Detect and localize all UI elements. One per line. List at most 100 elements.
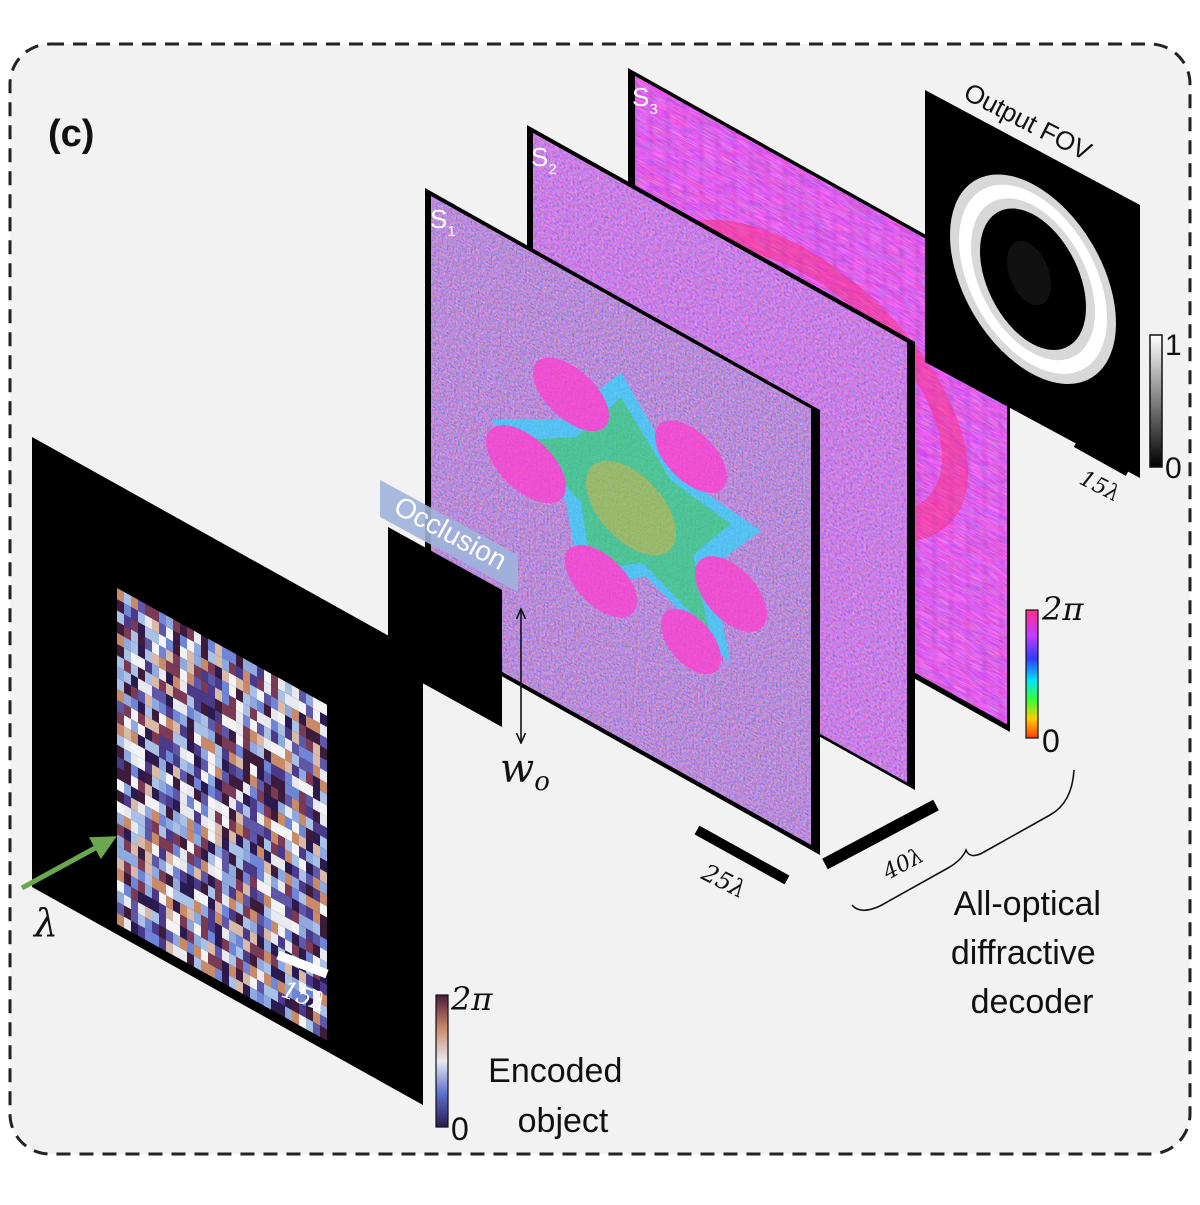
- mosaic-tile: [194, 664, 201, 680]
- mosaic-tile: [117, 778, 124, 794]
- mosaic-tile: [257, 677, 264, 693]
- mosaic-tile: [166, 738, 173, 754]
- mosaic-tile: [159, 611, 166, 627]
- mosaic-tile: [271, 852, 278, 868]
- mosaic-tile: [243, 669, 250, 685]
- mosaic-tile: [138, 913, 145, 929]
- mosaic-tile: [117, 610, 124, 626]
- mosaic-tile: [131, 662, 138, 679]
- mosaic-tile: [306, 793, 313, 809]
- mosaic-tile: [201, 701, 208, 717]
- mosaic-tile: [320, 924, 327, 940]
- mosaic-tile: [264, 860, 271, 876]
- mosaic-tile: [152, 797, 159, 813]
- mosaic-tile: [166, 716, 173, 732]
- mosaic-tile: [159, 734, 166, 750]
- mosaic-tile: [145, 917, 152, 933]
- mosaic-tile: [131, 752, 138, 768]
- mosaic-tile: [243, 736, 250, 752]
- mosaic-tile: [208, 884, 215, 901]
- mosaic-tile: [145, 637, 152, 653]
- mosaic-tile: [278, 722, 285, 738]
- mosaic-tile: [320, 1003, 327, 1019]
- mosaic-tile: [166, 693, 173, 709]
- mosaic-tile: [208, 750, 215, 766]
- mosaic-tile: [292, 808, 299, 824]
- mosaic-tile: [313, 719, 320, 735]
- mosaic-tile: [117, 744, 124, 760]
- mosaic-tile: [194, 742, 201, 758]
- mosaic-tile: [264, 759, 271, 775]
- mosaic-tile: [236, 922, 243, 939]
- mosaic-tile: [292, 987, 299, 1003]
- mosaic-tile: [236, 878, 243, 894]
- mosaic-tile: [278, 789, 285, 805]
- mosaic-tile: [138, 790, 145, 806]
- mosaic-tile: [173, 843, 180, 859]
- mosaic-tile: [243, 803, 250, 819]
- mosaic-tile: [229, 874, 236, 890]
- mosaic-tile: [299, 901, 306, 918]
- mosaic-tile: [250, 673, 257, 689]
- mosaic-tile: [299, 745, 306, 761]
- mosaic-tile: [117, 856, 124, 872]
- mosaic-tile: [152, 629, 159, 645]
- mosaic-tile: [117, 644, 124, 660]
- mosaic-tile: [243, 714, 250, 730]
- mosaic-tile: [173, 831, 180, 848]
- mosaic-tile: [131, 629, 138, 645]
- mosaic-tile: [250, 684, 257, 700]
- mosaic-tile: [306, 917, 313, 933]
- mosaic-tile: [306, 861, 313, 877]
- mosaic-tile: [250, 829, 257, 846]
- mosaic-tile: [117, 879, 124, 895]
- mosaic-tile: [131, 730, 138, 746]
- mosaic-tile: [285, 681, 292, 697]
- mosaic-tile: [194, 754, 201, 770]
- mosaic-tile: [208, 806, 215, 822]
- mosaic-tile: [264, 893, 271, 909]
- mosaic-tile: [264, 826, 271, 842]
- mosaic-tile: [187, 750, 194, 766]
- mosaic-tile: [138, 655, 145, 671]
- mosaic-tile: [138, 778, 145, 794]
- mosaic-tile: [222, 747, 229, 763]
- mosaic-tile: [222, 758, 229, 774]
- mosaic-tile: [299, 857, 306, 873]
- mosaic-tile: [166, 749, 173, 765]
- mosaic-tile: [278, 688, 285, 704]
- mosaic-tile: [194, 899, 201, 915]
- mosaic-tile: [117, 688, 124, 704]
- mosaic-tile: [159, 723, 166, 739]
- mosaic-tile: [117, 823, 124, 839]
- mosaic-tile: [250, 964, 257, 980]
- mosaic-tile: [201, 679, 208, 695]
- mosaic-tile: [131, 797, 138, 813]
- mosaic-tile: [187, 705, 194, 721]
- mosaic-tile: [271, 931, 278, 947]
- mosaic-tile: [229, 975, 236, 991]
- mosaic-tile: [306, 1006, 313, 1022]
- mosaic-tile: [229, 907, 236, 923]
- mosaic-tile: [299, 756, 306, 772]
- mosaic-tile: [166, 906, 173, 922]
- mosaic-tile: [215, 799, 222, 815]
- mosaic-tile: [145, 816, 152, 832]
- mosaic-tile: [159, 745, 166, 761]
- mosaic-tile: [306, 737, 313, 753]
- mosaic-tile: [243, 893, 250, 909]
- wavelength-label: λ: [32, 901, 58, 945]
- mosaic-tile: [215, 933, 222, 949]
- mosaic-tile: [257, 721, 264, 737]
- mosaic-tile: [187, 940, 194, 956]
- mosaic-tile: [117, 834, 124, 850]
- mosaic-tile: [208, 705, 215, 721]
- mosaic-tile: [236, 934, 243, 950]
- mosaic-tile: [138, 767, 145, 783]
- mosaic-tile: [208, 918, 215, 934]
- mosaic-tile: [292, 786, 299, 802]
- mosaic-tile: [299, 767, 306, 783]
- mosaic-tile: [229, 706, 236, 722]
- mosaic-tile: [201, 757, 208, 773]
